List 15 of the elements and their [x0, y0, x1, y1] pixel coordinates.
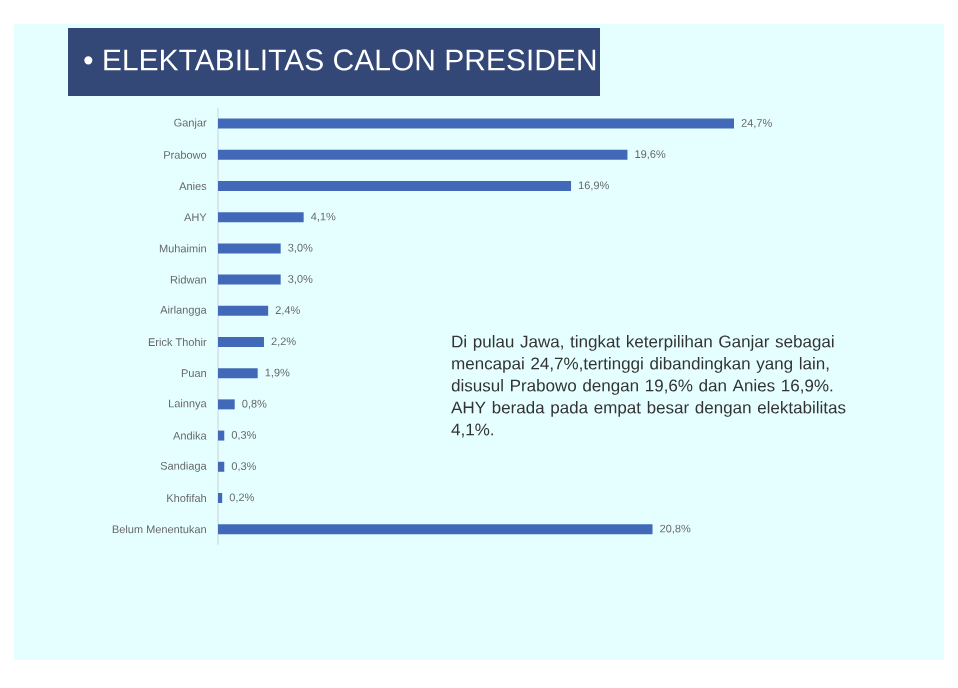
bar [218, 149, 628, 160]
bar [218, 461, 225, 472]
bar [218, 368, 258, 379]
annotation: Di pulau Jawa, tingkat keterpilihan Ganjar sebagai mencapai 24,7%,tertinggi dibandingkan yang lain, disusul Prabowo dengan 19,6% dan Anies 16,9%. AHY berada pada empat besar dengan elektabilitas 4,1%. [451, 335, 846, 438]
bar [218, 274, 281, 285]
bar [218, 305, 269, 316]
bar [218, 524, 653, 535]
bar [218, 336, 264, 347]
bar [218, 399, 235, 410]
bar [218, 180, 572, 191]
bar [218, 243, 281, 254]
bar [218, 118, 734, 129]
bar [218, 430, 225, 441]
chart-title: • ELEKTABILITAS CALON PRESIDEN [84, 49, 596, 71]
bar [218, 212, 304, 223]
